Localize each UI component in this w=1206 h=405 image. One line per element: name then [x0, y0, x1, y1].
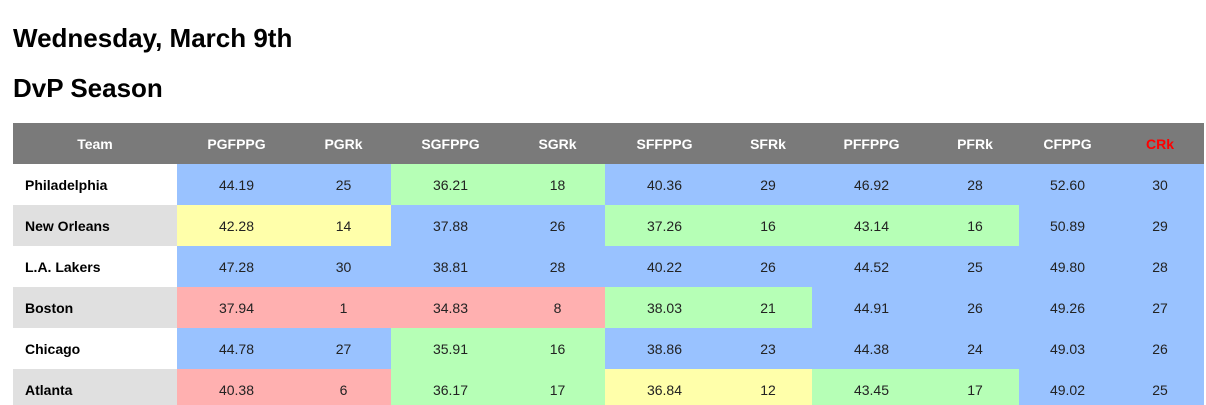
column-header-sgrk[interactable]: SGRk [510, 123, 605, 164]
table-cell: 40.38 [177, 369, 296, 405]
team-name-cell: Philadelphia [13, 164, 177, 205]
table-cell: 26 [931, 287, 1019, 328]
table-cell: 21 [724, 287, 812, 328]
table-cell: 40.36 [605, 164, 724, 205]
table-cell: 16 [510, 328, 605, 369]
table-cell: 36.21 [391, 164, 510, 205]
table-cell: 44.19 [177, 164, 296, 205]
dvp-table: Team PGFPPG PGRk SGFPPG SGRk SFFPPG SFRk… [13, 123, 1204, 405]
team-name-cell: Atlanta [13, 369, 177, 405]
column-header-cfppg[interactable]: CFPPG [1019, 123, 1116, 164]
table-cell: 17 [510, 369, 605, 405]
table-cell: 6 [296, 369, 391, 405]
table-cell: 46.92 [812, 164, 931, 205]
table-cell: 38.81 [391, 246, 510, 287]
table-cell: 47.28 [177, 246, 296, 287]
table-cell: 40.22 [605, 246, 724, 287]
table-cell: 50.89 [1019, 205, 1116, 246]
table-cell: 36.84 [605, 369, 724, 405]
table-cell: 38.86 [605, 328, 724, 369]
table-cell: 1 [296, 287, 391, 328]
table-cell: 29 [724, 164, 812, 205]
column-header-pgrk[interactable]: PGRk [296, 123, 391, 164]
team-name-cell: Boston [13, 287, 177, 328]
table-cell: 30 [296, 246, 391, 287]
table-cell: 44.78 [177, 328, 296, 369]
table-row: Boston 37.94 1 34.83 8 38.03 21 44.91 26 49.26 27 [13, 287, 1204, 328]
table-cell: 27 [296, 328, 391, 369]
column-header-pffppg[interactable]: PFFPPG [812, 123, 931, 164]
table-cell: 44.38 [812, 328, 931, 369]
column-header-pfrk[interactable]: PFRk [931, 123, 1019, 164]
table-cell: 24 [931, 328, 1019, 369]
table-row: Philadelphia 44.19 25 36.21 18 40.36 29 46.92 28… [13, 164, 1204, 205]
table-cell: 14 [296, 205, 391, 246]
table-cell: 25 [931, 246, 1019, 287]
table-cell: 18 [510, 164, 605, 205]
table-cell: 43.14 [812, 205, 931, 246]
table-cell: 44.91 [812, 287, 931, 328]
table-row: New Orleans 42.28 14 37.88 26 37.26 16 43.14 16 5… [13, 205, 1204, 246]
table-cell: 37.88 [391, 205, 510, 246]
table-cell: 52.60 [1019, 164, 1116, 205]
column-header-team[interactable]: Team [13, 123, 177, 164]
column-header-sffppg[interactable]: SFFPPG [605, 123, 724, 164]
table-cell: 12 [724, 369, 812, 405]
table-cell: 49.03 [1019, 328, 1116, 369]
table-cell: 44.52 [812, 246, 931, 287]
table-cell: 34.83 [391, 287, 510, 328]
team-name-cell: L.A. Lakers [13, 246, 177, 287]
column-header-sfrk[interactable]: SFRk [724, 123, 812, 164]
table-cell: 26 [1116, 328, 1204, 369]
table-row: L.A. Lakers 47.28 30 38.81 28 40.22 26 44.52 25 4… [13, 246, 1204, 287]
table-cell: 8 [510, 287, 605, 328]
table-cell: 37.26 [605, 205, 724, 246]
table-cell: 36.17 [391, 369, 510, 405]
table-cell: 49.80 [1019, 246, 1116, 287]
column-header-pgfppg[interactable]: PGFPPG [177, 123, 296, 164]
table-cell: 25 [296, 164, 391, 205]
table-cell: 38.03 [605, 287, 724, 328]
table-cell: 28 [1116, 246, 1204, 287]
page-subtitle: DvP Season [13, 73, 163, 103]
table-header-row: Team PGFPPG PGRk SGFPPG SGRk SFFPPG SFRk… [13, 123, 1204, 164]
table-cell: 29 [1116, 205, 1204, 246]
table-cell: 27 [1116, 287, 1204, 328]
table-cell: 17 [931, 369, 1019, 405]
table-row: Chicago 44.78 27 35.91 16 38.86 23 44.38 24 49.03… [13, 328, 1204, 369]
table-cell: 43.45 [812, 369, 931, 405]
table-cell: 25 [1116, 369, 1204, 405]
table-cell: 49.26 [1019, 287, 1116, 328]
table-cell: 49.02 [1019, 369, 1116, 405]
table-cell: 16 [931, 205, 1019, 246]
team-name-cell: Chicago [13, 328, 177, 369]
table-cell: 37.94 [177, 287, 296, 328]
column-header-sgfppg[interactable]: SGFPPG [391, 123, 510, 164]
table-cell: 30 [1116, 164, 1204, 205]
table-cell: 16 [724, 205, 812, 246]
table-cell: 42.28 [177, 205, 296, 246]
team-name-cell: New Orleans [13, 205, 177, 246]
page-date-title: Wednesday, March 9th [13, 23, 293, 53]
table-cell: 28 [510, 246, 605, 287]
table-cell: 35.91 [391, 328, 510, 369]
column-header-crk[interactable]: CRk [1116, 123, 1204, 164]
table-cell: 23 [724, 328, 812, 369]
table-cell: 26 [510, 205, 605, 246]
table-cell: 28 [931, 164, 1019, 205]
table-cell: 26 [724, 246, 812, 287]
table-row: Atlanta 40.38 6 36.17 17 36.84 12 43.45 17 49.02 2… [13, 369, 1204, 405]
